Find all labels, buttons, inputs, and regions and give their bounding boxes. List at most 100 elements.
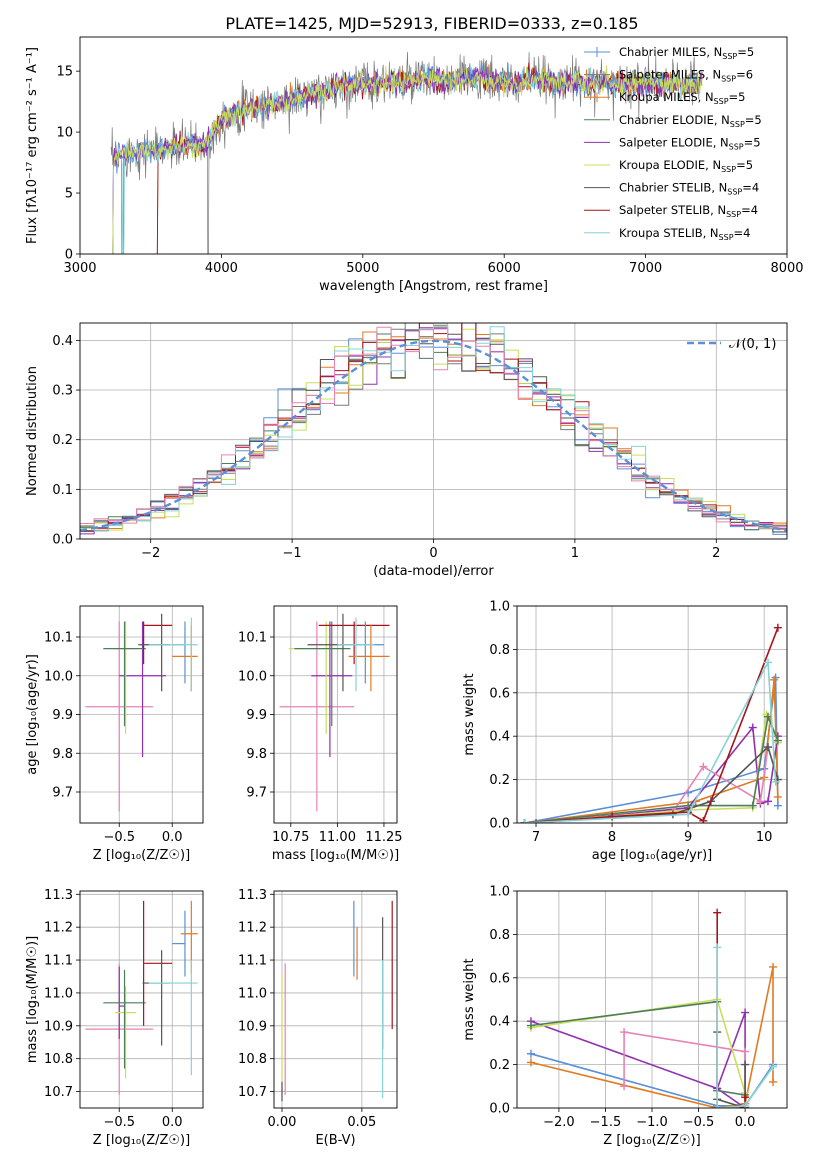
y-tick-label: 11.3 (44, 888, 73, 903)
mass-weight-marker (773, 792, 782, 801)
mass-weight-marker (620, 1028, 629, 1037)
y-tick-label: 10.7 (238, 1085, 267, 1100)
legend-label-tail: =5 (736, 158, 753, 172)
mass-weight-marker (741, 1093, 750, 1102)
x-tick-label: 2 (712, 546, 720, 561)
legend-label-tail: =5 (744, 135, 761, 149)
errorbar-point (294, 621, 351, 727)
x-tick-label: 4000 (205, 261, 238, 276)
legend-label: Chabrier STELIB, NSSP=4 (619, 181, 759, 197)
y-tick-label: 10.1 (44, 631, 73, 646)
mass-weight-series (520, 712, 782, 823)
legend-label: Chabrier ELODIE, NSSP=5 (619, 113, 762, 129)
errorbar-point (148, 617, 198, 692)
mass-weight-marker (741, 1060, 750, 1069)
x-tick-label: 5000 (346, 261, 379, 276)
legend-label-text: Kroupa ELODIE, N (619, 158, 721, 172)
y-axis-label: Flux [fλ10⁻¹⁷ erg cm⁻² s⁻¹ A⁻¹] (25, 47, 40, 244)
mass-weight-line (524, 677, 779, 823)
legend-label: Kroupa STELIB, NSSP=4 (619, 226, 750, 242)
mass-weight-marker (741, 1047, 750, 1056)
y-tick-label: 1.0 (489, 600, 510, 615)
x-tick-label: −2 (141, 546, 160, 561)
y-tick-label: 0.3 (52, 384, 73, 399)
x-tick-label: −2.0 (543, 1115, 575, 1130)
y-tick-label: 0.4 (489, 730, 510, 745)
mass-weight-marker (526, 1021, 535, 1030)
y-tick-label: 11.2 (238, 921, 267, 936)
age_vs_mass-panel: 10.75 11.00 11.25 9.7 9.8 9.9 10.0 10.1 mass [lo… (238, 605, 403, 863)
errorbar-point (172, 621, 186, 684)
mass-weight-series (520, 675, 782, 823)
x-tick-label: 9 (684, 830, 692, 845)
axes-frame (79, 890, 204, 1109)
mass-weight-marker (520, 819, 529, 823)
mass_vs_ebv-plot-area (281, 900, 393, 1102)
mass-weight-marker (763, 712, 772, 721)
y-tick-label: 0.8 (489, 928, 510, 943)
x-tick-label: 8000 (770, 261, 803, 276)
x-tick-label: 11.25 (365, 830, 402, 845)
errorbar-point (348, 625, 390, 692)
residuals-panel: −2 −1 0 1 2 0.0 0.1 0.2 0.3 0.4 (data-model)/error… (25, 322, 788, 579)
axes-frame (79, 322, 788, 540)
residuals-plot-area (80, 323, 787, 535)
y-tick-label: 0.2 (489, 1058, 510, 1073)
mass-weight-marker (773, 736, 782, 745)
legend-label-tail: =5 (737, 45, 754, 59)
y-tick-label: 10.8 (44, 1052, 73, 1067)
legend-label-sub: SSP (729, 142, 744, 151)
legend-label-text: Chabrier STELIB, N (619, 181, 727, 195)
mass-weight-marker (773, 801, 782, 810)
legend-label-sub: SSP (726, 210, 741, 219)
normal-legend-label: 𝒩(0, 1) (729, 337, 776, 352)
y-tick-label: 0.4 (52, 334, 73, 349)
x-tick-label: 0.0 (162, 1115, 183, 1130)
mass-weight-series (713, 943, 778, 1108)
x-tick-label: 7 (532, 830, 540, 845)
x-tick-label: −1.5 (590, 1115, 622, 1130)
mass_vs_Z-plot-area (85, 900, 198, 1095)
x-axis-label: Z [log₁₀(Z/Z☉)] (93, 1133, 190, 1148)
y-tick-label: 1.0 (489, 885, 510, 900)
mass-weight-series (520, 623, 782, 823)
x-axis-label: age [log₁₀(age/yr)] (592, 848, 713, 863)
mass-weight-marker (748, 801, 757, 810)
y-tick-label: 9.8 (246, 747, 267, 762)
mass-weight-series (713, 1028, 750, 1108)
errorbar-point (143, 900, 173, 1026)
x-tick-label: 7000 (629, 261, 662, 276)
x-tick-label: 0.05 (347, 1115, 376, 1130)
mass-weight-line (524, 627, 779, 823)
y-tick-label: 15 (56, 65, 73, 80)
legend-label-sub: SSP (714, 97, 729, 106)
mass_vs_ebv-panel: 0.00 0.05 10.7 10.8 10.9 11.0 11.1 11.2 11.3 E(B-… (238, 888, 398, 1148)
y-tick-label: 10.9 (238, 1019, 267, 1034)
mass-weight-line (530, 1000, 746, 1096)
y-tick-label: 11.0 (44, 986, 73, 1001)
legend-label-text: Kroupa MILES, N (619, 90, 714, 104)
legend-label-text: Chabrier MILES, N (619, 45, 722, 59)
x-tick-label: 3000 (63, 261, 96, 276)
legend-label-tail: =4 (741, 203, 758, 217)
legend-label-sub: SSP (721, 165, 736, 174)
errorbar-point (279, 621, 355, 812)
legend-label-text: Salpeter MILES, N (619, 68, 721, 82)
x-tick-label: 6000 (488, 261, 521, 276)
legend-label-text: Salpeter ELODIE, N (619, 135, 729, 149)
y-tick-label: 11.1 (44, 954, 73, 969)
legend-label: Salpeter ELODIE, NSSP=5 (619, 135, 761, 151)
mass-weight-marker (532, 819, 541, 823)
mass-weight-marker (699, 816, 708, 823)
mass-weight-line (530, 998, 746, 1108)
x-axis-label: mass [log₁₀(M/M☉)] (272, 848, 399, 863)
spectrum-plot-area (110, 51, 703, 254)
x-axis-label: (data-model)/error (373, 564, 494, 579)
mass-weight-line (530, 1012, 746, 1108)
legend-label-sub: SSP (727, 188, 742, 197)
mass-weight-marker (699, 762, 708, 771)
y-tick-label: 11.2 (44, 921, 73, 936)
y-tick-label: 9.7 (52, 786, 73, 801)
